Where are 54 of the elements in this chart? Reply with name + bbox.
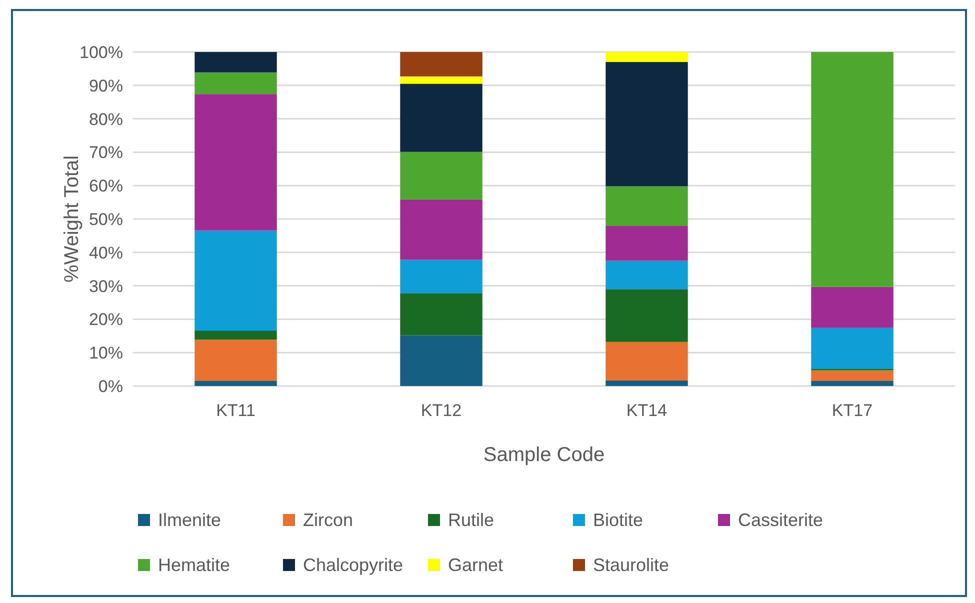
y-tick-label: 30%: [88, 276, 123, 296]
bar: [811, 328, 894, 369]
legend-label: Garnet: [448, 555, 504, 575]
bar: [194, 380, 277, 386]
legend-label: Staurolite: [593, 555, 670, 575]
bar: [400, 199, 482, 260]
bar: [606, 380, 688, 386]
legend-label: Zircon: [303, 510, 354, 530]
bar: [400, 152, 482, 200]
bar: [811, 370, 894, 381]
legend-label: Chalcopyrite: [303, 555, 404, 575]
bar: [606, 260, 688, 290]
bar: [606, 226, 688, 261]
bar: [400, 76, 482, 84]
bar: [606, 62, 688, 186]
y-axis-title: %Weight Total: [61, 155, 83, 283]
y-tick-label: 50%: [88, 210, 123, 229]
x-tick-label: KT17: [832, 401, 873, 420]
y-tick-label: 40%: [88, 243, 123, 262]
x-axis-title: Sample Code: [483, 444, 605, 466]
y-tick-label: 100%: [80, 42, 123, 62]
bar: [194, 230, 277, 331]
bar: [400, 52, 482, 76]
y-tick-label: 60%: [88, 176, 123, 196]
bar: [194, 330, 277, 340]
bar: [606, 52, 688, 62]
bar: [811, 52, 894, 287]
bar: [400, 84, 482, 152]
bar: [194, 52, 277, 72]
bar: [606, 289, 688, 342]
x-tick-label: KT12: [420, 401, 462, 420]
x-tick-label: KT14: [626, 401, 668, 420]
legend-label: Ilmenite: [158, 510, 222, 530]
bar: [194, 72, 277, 94]
bar: [811, 380, 894, 386]
bar: [811, 286, 894, 328]
y-tick-label: 20%: [88, 310, 123, 330]
bar: [400, 260, 482, 294]
y-tick-label: 70%: [88, 143, 123, 162]
bar: [400, 335, 482, 386]
y-tick-label: 80%: [88, 110, 123, 129]
y-tick-label: 0%: [98, 376, 123, 396]
y-tick-label: 90%: [88, 76, 123, 96]
y-tick-label: 10%: [88, 344, 123, 363]
x-tick-label: KT11: [216, 401, 256, 420]
bar: [606, 342, 688, 380]
bar: [194, 340, 277, 381]
legend-label: Hematite: [158, 555, 230, 575]
bar: [194, 94, 277, 230]
legend-label: Rutile: [448, 510, 494, 530]
legend-label: Biotite: [593, 510, 644, 530]
bar: [606, 186, 688, 226]
legend-label: Cassiterite: [738, 510, 824, 530]
bar: [400, 293, 482, 336]
